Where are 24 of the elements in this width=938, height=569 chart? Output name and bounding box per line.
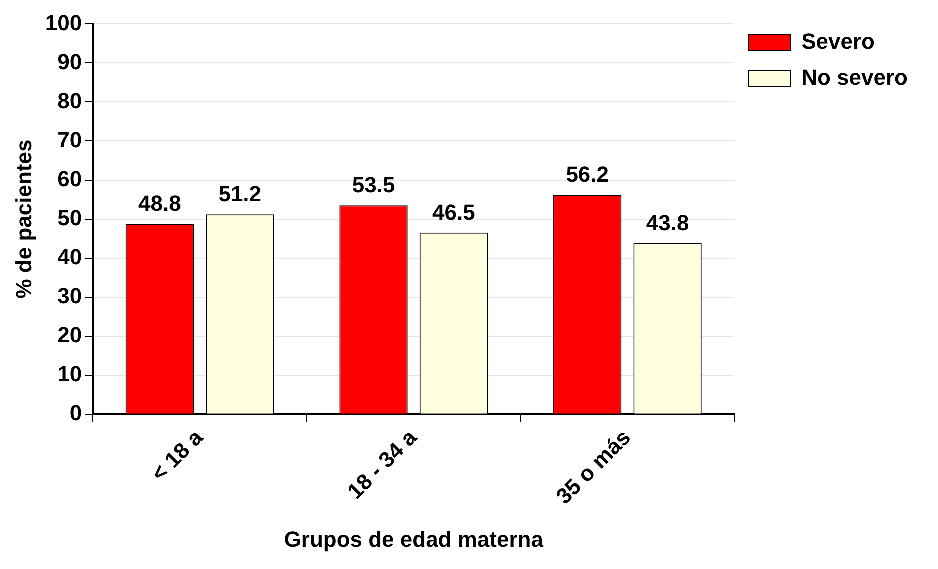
y-tick-label: 90 — [58, 49, 82, 74]
x-axis-title: Grupos de edad materna — [284, 526, 544, 552]
y-axis-title: % de pacientes — [11, 140, 36, 299]
legend-label: Severo — [802, 29, 876, 54]
data-label: 43.8 — [646, 210, 690, 236]
data-label: 48.8 — [138, 191, 182, 216]
y-tick-label: 0 — [70, 400, 82, 426]
x-tick-label: < 18 a — [146, 424, 208, 486]
y-tick-label: 100 — [45, 10, 82, 36]
y-tick-label: 70 — [58, 127, 82, 152]
y-tick-label: 40 — [58, 244, 82, 270]
x-tick-label: 18 - 34 a — [342, 424, 422, 504]
legend-label: No severo — [802, 65, 908, 90]
y-tick-label: 80 — [58, 88, 82, 114]
y-tick-label: 30 — [58, 283, 82, 308]
data-label: 51.2 — [218, 182, 262, 207]
y-tick-label: 50 — [58, 205, 82, 230]
x-tick-label: 35 o más — [551, 424, 636, 510]
y-tick-label: 20 — [58, 322, 82, 348]
data-label: 56.2 — [566, 162, 610, 188]
y-tick-label: 10 — [58, 361, 82, 386]
data-label: 46.5 — [432, 200, 476, 225]
data-label: 53.5 — [352, 172, 396, 198]
y-tick-label: 60 — [58, 166, 82, 192]
